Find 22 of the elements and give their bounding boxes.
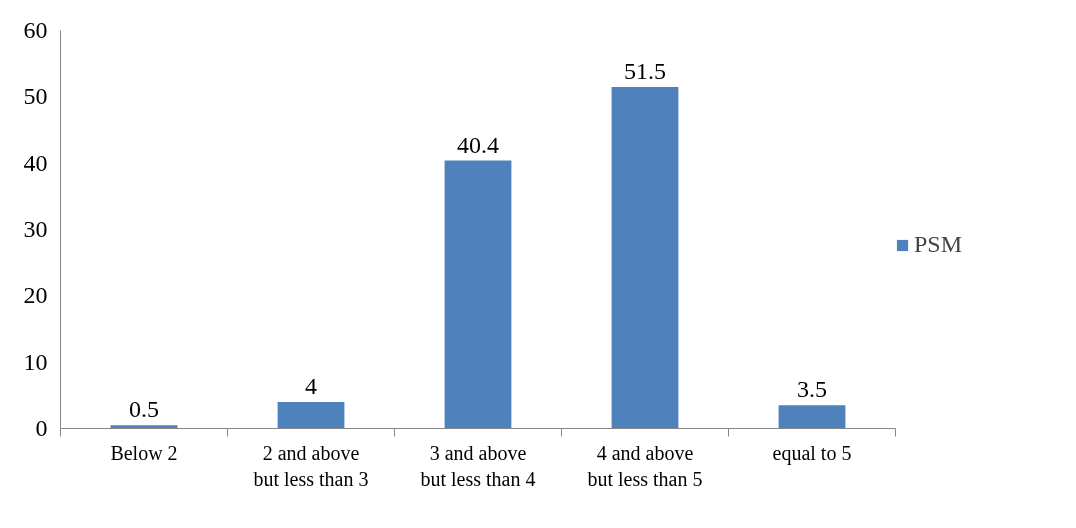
- bar: [778, 405, 846, 429]
- bar: [611, 86, 679, 429]
- bar: [277, 401, 345, 429]
- x-tick-label: Below 2: [110, 441, 178, 464]
- y-tick-label: 20: [23, 282, 48, 309]
- data-label: 4: [305, 372, 317, 399]
- data-label: 40.4: [457, 131, 499, 158]
- y-tick-label: 40: [23, 149, 48, 176]
- x-tick-label: equal to 5: [772, 441, 852, 465]
- data-label: 0.5: [129, 396, 159, 423]
- x-tick-label: 2 and above but less than 3: [253, 441, 369, 490]
- y-tick-label: 50: [23, 83, 48, 110]
- y-tick-label: 10: [23, 348, 48, 375]
- x-tick-label: 3 and above but less than 4: [420, 441, 536, 490]
- data-label: 51.5: [624, 57, 666, 84]
- y-tick-label: 30: [23, 216, 48, 242]
- y-tick-label: 0: [35, 415, 48, 441]
- data-label: 3.5: [797, 376, 827, 403]
- bar: [444, 160, 512, 429]
- legend-label: PSM: [914, 231, 963, 258]
- x-tick-label: 4 and above but less than 5: [587, 441, 703, 490]
- y-tick-label: 60: [23, 17, 48, 43]
